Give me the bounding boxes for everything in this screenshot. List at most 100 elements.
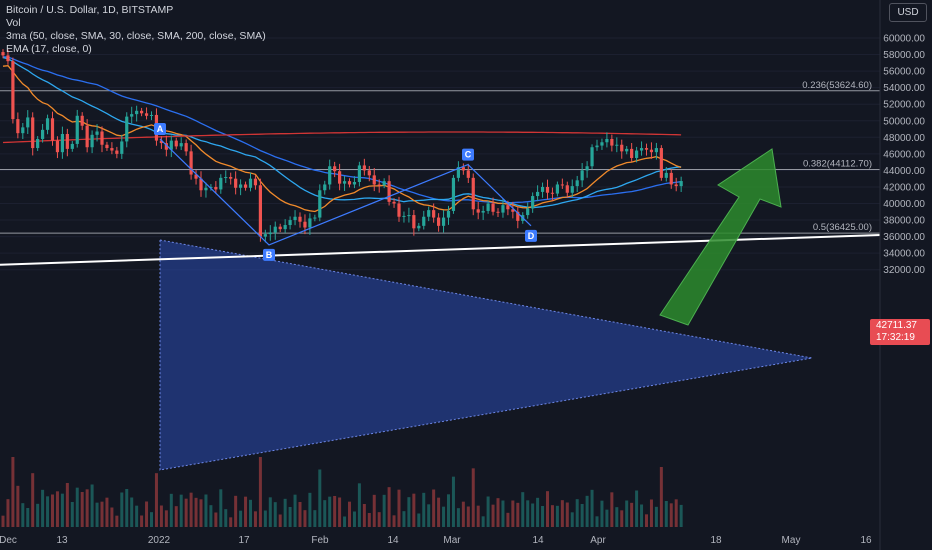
point-marker-b[interactable] bbox=[263, 248, 275, 261]
candle-body bbox=[159, 140, 163, 144]
volume-bar bbox=[244, 496, 248, 527]
currency-button[interactable]: USD bbox=[889, 3, 927, 22]
candle-body bbox=[644, 148, 649, 150]
volume-bar bbox=[362, 504, 366, 527]
volume-bar bbox=[546, 491, 549, 527]
candle-body bbox=[248, 178, 253, 188]
volume-bar bbox=[555, 505, 559, 527]
candle-body bbox=[105, 144, 109, 149]
volume-bar bbox=[194, 497, 198, 527]
volume-bar bbox=[308, 492, 312, 527]
price-tick-label: 38000.00 bbox=[883, 216, 925, 227]
candle-body bbox=[506, 205, 510, 210]
volume-bar bbox=[447, 494, 450, 527]
fib-level-label: 0.236(53624.60) bbox=[802, 80, 872, 91]
candle-body bbox=[630, 148, 634, 158]
volume-bar bbox=[70, 502, 74, 527]
candle-body bbox=[362, 165, 366, 171]
symmetrical-triangle[interactable] bbox=[159, 239, 813, 471]
volume-bar bbox=[253, 511, 257, 527]
volume-bar bbox=[630, 502, 634, 527]
candle-body bbox=[268, 232, 272, 235]
volume-bar bbox=[26, 508, 30, 527]
sma-200-line bbox=[2, 131, 682, 144]
volume-bar bbox=[288, 507, 292, 527]
volume-bar bbox=[120, 492, 124, 527]
candle-body bbox=[402, 215, 406, 217]
ema-indicator-label: EMA (17, close, 0) bbox=[6, 43, 92, 55]
volume-bar bbox=[90, 484, 94, 527]
volume-bar bbox=[397, 489, 401, 527]
volume-bar bbox=[169, 493, 173, 527]
candle-body bbox=[130, 114, 134, 117]
candle-body bbox=[338, 171, 342, 184]
ma-indicator-label: 3ma (50, close, SMA, 30, close, SMA, 200… bbox=[6, 30, 266, 42]
candle-body bbox=[639, 148, 644, 151]
volume-bar bbox=[585, 495, 589, 527]
candle-body bbox=[550, 192, 555, 194]
abcd-points[interactable]: A B C D bbox=[154, 122, 537, 261]
price-tick-label: 50000.00 bbox=[883, 116, 925, 127]
candle-body bbox=[387, 181, 391, 202]
point-marker-c[interactable] bbox=[462, 148, 474, 161]
volume-bar bbox=[214, 512, 218, 527]
volume-bar bbox=[461, 501, 465, 527]
candle-body bbox=[135, 110, 139, 115]
volume-bar bbox=[204, 494, 208, 527]
moving-averages bbox=[2, 56, 682, 213]
candle-body bbox=[491, 203, 495, 212]
volume-bar bbox=[140, 515, 144, 527]
volume-bar bbox=[135, 505, 139, 527]
point-marker-a[interactable] bbox=[154, 122, 166, 135]
volume-bar bbox=[516, 502, 520, 527]
candle-body bbox=[308, 218, 312, 228]
time-axis[interactable]: Dec 13 2022 17 Feb 14 Mar 14 Apr 18 May 16 bbox=[0, 535, 872, 546]
volume-bar bbox=[224, 509, 228, 527]
price-tick-label: 48000.00 bbox=[883, 133, 925, 144]
candle-body bbox=[377, 184, 381, 186]
point-label: C bbox=[465, 150, 472, 160]
volume-bar bbox=[145, 501, 149, 527]
volume-bar bbox=[640, 504, 644, 527]
candle-body bbox=[273, 226, 277, 233]
volume-bar bbox=[219, 489, 223, 527]
candle-body bbox=[516, 211, 520, 221]
volume-bar bbox=[298, 502, 302, 527]
candle-body bbox=[204, 187, 208, 191]
candle-body bbox=[110, 148, 114, 151]
volume-bar bbox=[635, 490, 639, 527]
candle-body bbox=[412, 215, 416, 229]
candle-body bbox=[293, 216, 297, 221]
volume-bar bbox=[679, 504, 683, 527]
price-tick-label: 32000.00 bbox=[883, 265, 925, 276]
candle-body bbox=[392, 201, 396, 204]
candle-body bbox=[239, 184, 243, 188]
volume-bar bbox=[343, 516, 347, 527]
candle-body bbox=[36, 138, 40, 149]
point-marker-d[interactable] bbox=[525, 229, 537, 242]
candle-body bbox=[184, 143, 188, 152]
volume-bar bbox=[46, 496, 50, 527]
abcd-pattern-line[interactable] bbox=[159, 138, 532, 246]
time-tick-label: 18 bbox=[710, 535, 722, 546]
volume-bar bbox=[283, 498, 287, 527]
fibonacci-levels[interactable]: 0.236(53624.60) 0.382(44112.70) 0.5(36425.… bbox=[0, 80, 880, 234]
volume-bar bbox=[51, 494, 54, 527]
candle-body bbox=[298, 216, 302, 222]
candle-body bbox=[441, 217, 446, 226]
volume-bar bbox=[31, 473, 35, 527]
volume-bar bbox=[95, 502, 99, 527]
time-tick-label: Feb bbox=[311, 535, 329, 546]
candle-body bbox=[575, 180, 579, 187]
bullish-arrow[interactable] bbox=[659, 148, 782, 326]
volume-bar bbox=[491, 504, 495, 527]
candle-body bbox=[372, 175, 376, 185]
volume-bar bbox=[432, 489, 436, 527]
volume-bar bbox=[610, 492, 614, 527]
candle-body bbox=[555, 184, 559, 194]
symbol-title: Bitcoin / U.S. Dollar, 1D, BITSTAMP bbox=[6, 4, 174, 16]
volume-bar bbox=[159, 505, 163, 527]
price-axis[interactable]: 60000.00 58000.00 56000.00 54000.00 52000.00… bbox=[879, 0, 925, 550]
candle-body bbox=[80, 115, 84, 126]
